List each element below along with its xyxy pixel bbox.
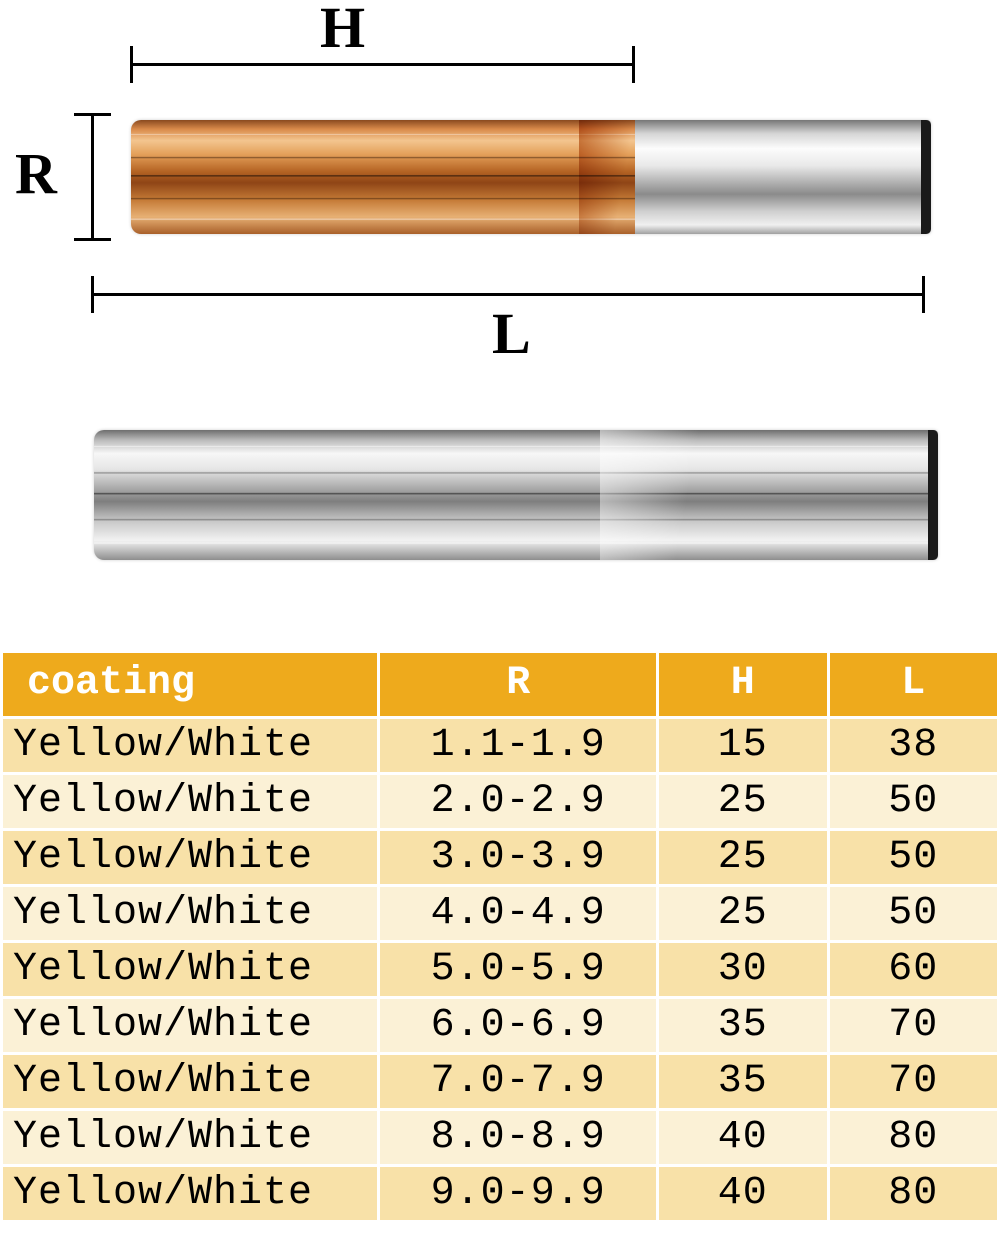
table-cell: 3.0-3.9	[380, 831, 656, 884]
tool-coated-flutes	[131, 120, 635, 234]
table-row: Yellow/White3.0-3.92550	[3, 831, 997, 884]
table-cell: Yellow/White	[3, 943, 377, 996]
col-header-L: L	[830, 653, 997, 716]
table-cell: 25	[659, 775, 826, 828]
table-cell: 70	[830, 1055, 997, 1108]
table-cell: Yellow/White	[3, 719, 377, 772]
tool-uncoated-illustration	[94, 430, 938, 560]
dimension-line-H	[130, 63, 635, 66]
table-cell: 50	[830, 775, 997, 828]
table-cell: 50	[830, 887, 997, 940]
table-row: Yellow/White4.0-4.92550	[3, 887, 997, 940]
tool-flute-taper	[600, 430, 718, 560]
table-cell: 25	[659, 887, 826, 940]
table-cell: 60	[830, 943, 997, 996]
table-cell: 4.0-4.9	[380, 887, 656, 940]
spec-table: coating R H L Yellow/White1.1-1.91538Yel…	[0, 650, 1000, 1223]
dimension-line-L	[91, 293, 925, 296]
table-cell: Yellow/White	[3, 1055, 377, 1108]
table-cell: Yellow/White	[3, 1111, 377, 1164]
table-cell: 38	[830, 719, 997, 772]
col-header-H: H	[659, 653, 826, 716]
table-cell: Yellow/White	[3, 775, 377, 828]
table-cell: 6.0-6.9	[380, 999, 656, 1052]
dimension-diagram: H R L	[0, 0, 1000, 650]
table-row: Yellow/White7.0-7.93570	[3, 1055, 997, 1108]
tool-endcap	[921, 120, 931, 234]
table-row: Yellow/White5.0-5.93060	[3, 943, 997, 996]
tool-coated-illustration	[131, 120, 931, 234]
table-cell: Yellow/White	[3, 999, 377, 1052]
dimension-label-R: R	[15, 140, 57, 207]
table-cell: 80	[830, 1167, 997, 1220]
table-cell: 80	[830, 1111, 997, 1164]
tool-shank	[635, 120, 931, 234]
table-cell: 40	[659, 1111, 826, 1164]
table-cell: Yellow/White	[3, 887, 377, 940]
col-header-coating: coating	[3, 653, 377, 716]
table-row: Yellow/White8.0-8.94080	[3, 1111, 997, 1164]
table-cell: 8.0-8.9	[380, 1111, 656, 1164]
table-cell: 5.0-5.9	[380, 943, 656, 996]
table-cell: 9.0-9.9	[380, 1167, 656, 1220]
table-cell: 25	[659, 831, 826, 884]
table-cell: Yellow/White	[3, 831, 377, 884]
dimension-line-R	[91, 113, 94, 241]
table-cell: 40	[659, 1167, 826, 1220]
table-cell: 35	[659, 999, 826, 1052]
table-cell: 35	[659, 1055, 826, 1108]
table-cell: 70	[830, 999, 997, 1052]
table-row: Yellow/White6.0-6.93570	[3, 999, 997, 1052]
table-body: Yellow/White1.1-1.91538Yellow/White2.0-2…	[3, 719, 997, 1220]
table-row: Yellow/White2.0-2.92550	[3, 775, 997, 828]
table-row: Yellow/White1.1-1.91538	[3, 719, 997, 772]
table-cell: 2.0-2.9	[380, 775, 656, 828]
tool-endcap	[928, 430, 938, 560]
table-cell: Yellow/White	[3, 1167, 377, 1220]
table-cell: 30	[659, 943, 826, 996]
table-cell: 7.0-7.9	[380, 1055, 656, 1108]
dimension-label-L: L	[492, 300, 531, 367]
spec-table-container: coating R H L Yellow/White1.1-1.91538Yel…	[0, 650, 1000, 1223]
dimension-label-H: H	[320, 0, 365, 61]
table-cell: 1.1-1.9	[380, 719, 656, 772]
table-row: Yellow/White9.0-9.94080	[3, 1167, 997, 1220]
table-cell: 15	[659, 719, 826, 772]
col-header-R: R	[380, 653, 656, 716]
table-header-row: coating R H L	[3, 653, 997, 716]
tool-chamfer	[579, 120, 651, 234]
table-cell: 50	[830, 831, 997, 884]
